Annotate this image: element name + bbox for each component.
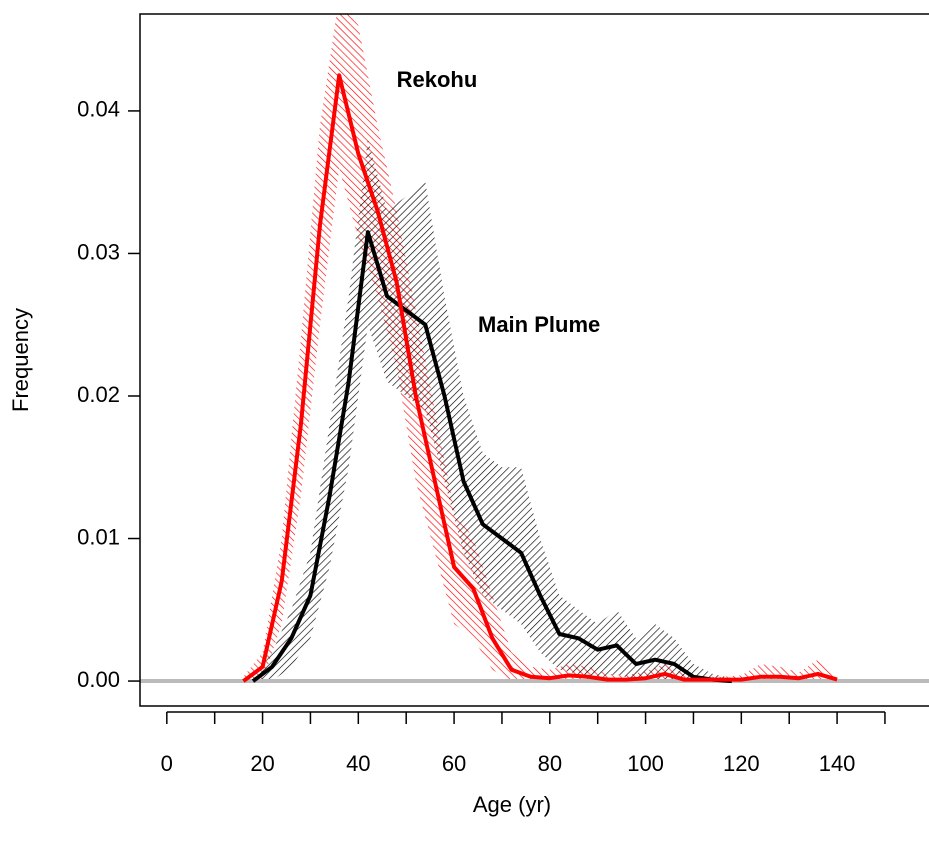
x-tick-label: 100 — [627, 751, 664, 776]
plot-area — [140, 14, 929, 684]
y-tick-label: 0.03 — [77, 239, 120, 264]
y-tick-label: 0.02 — [77, 382, 120, 407]
y-axis-label: Frequency — [8, 308, 33, 412]
annotation: Main Plume — [478, 312, 600, 337]
x-tick-label: 40 — [346, 751, 370, 776]
x-tick-label: 0 — [161, 751, 173, 776]
annotation: Rekohu — [397, 67, 478, 92]
y-tick-label: 0.04 — [77, 97, 120, 122]
y-tick-label: 0.00 — [77, 667, 120, 692]
x-tick-label: 140 — [819, 751, 856, 776]
x-tick-label: 120 — [723, 751, 760, 776]
plot-frame — [139, 13, 929, 707]
x-tick-label: 80 — [538, 751, 562, 776]
x-tick-label: 60 — [442, 751, 466, 776]
confidence-band — [253, 139, 732, 682]
series-line — [251, 230, 732, 684]
series-line — [242, 73, 838, 683]
x-axis-label: Age (yr) — [473, 792, 551, 817]
x-tick-label: 20 — [250, 751, 274, 776]
y-tick-label: 0.01 — [77, 524, 120, 549]
